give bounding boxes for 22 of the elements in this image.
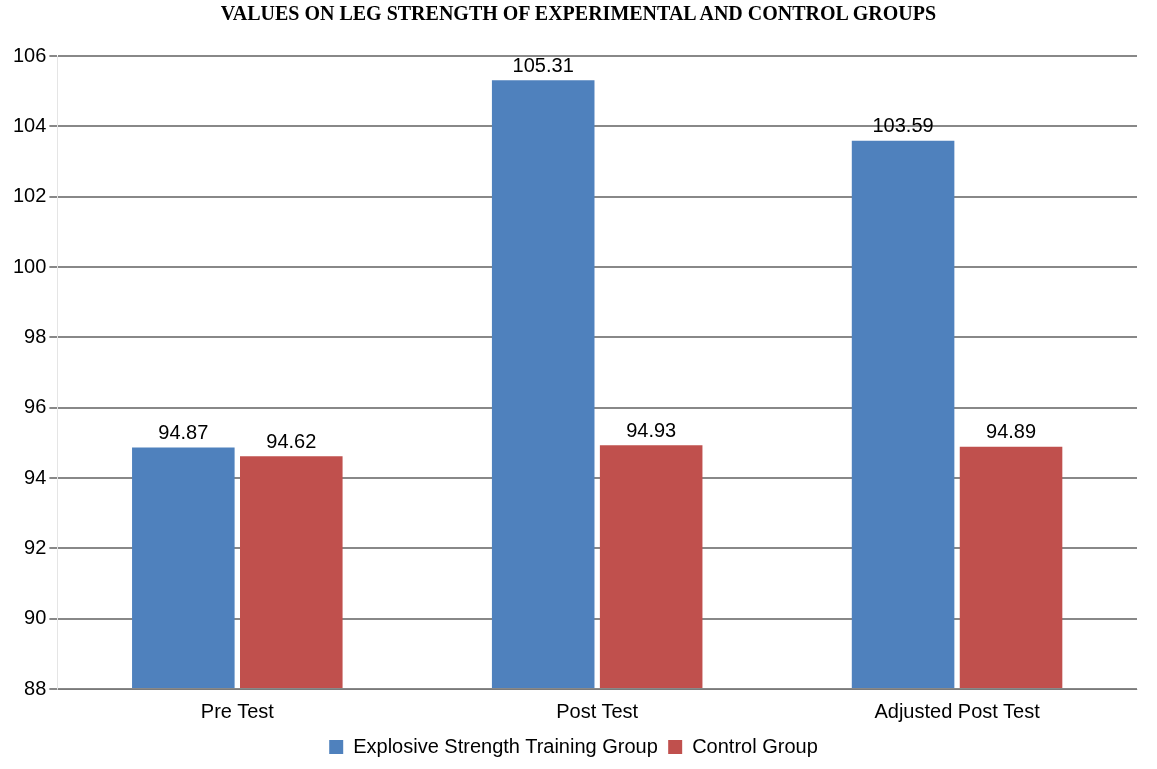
y-tick-label: 96 xyxy=(24,395,47,418)
x-tick-label: Pre Test xyxy=(200,699,275,722)
y-tick-label: 94 xyxy=(24,465,47,488)
y-tick-label: 104 xyxy=(12,113,47,136)
data-label: 94.89 xyxy=(986,420,1037,443)
y-tick-label: 98 xyxy=(24,324,47,347)
data-label: 103.59 xyxy=(872,114,934,137)
data-label: 94.93 xyxy=(626,418,677,441)
data-label: 105.31 xyxy=(512,53,574,76)
y-tick-label: 102 xyxy=(12,184,47,207)
x-tick-label: Adjusted Post Test xyxy=(874,699,1041,722)
data-label: 94.62 xyxy=(266,429,317,452)
data-label: 94.87 xyxy=(158,420,209,443)
chart-title: VALUES ON LEG STRENGTH OF EXPERIMENTAL AND CONTROL GROUPS xyxy=(219,1,938,26)
legend-label: Control Group xyxy=(692,734,818,757)
y-tick-label: 88 xyxy=(24,676,47,699)
x-tick-label: Post Test xyxy=(556,699,639,722)
y-tick-label: 100 xyxy=(12,254,47,277)
legend-label: Explosive Strength Training Group xyxy=(353,734,658,757)
y-tick-label: 90 xyxy=(24,606,47,629)
y-tick-label: 92 xyxy=(24,535,47,558)
y-tick-label: 106 xyxy=(12,43,47,66)
